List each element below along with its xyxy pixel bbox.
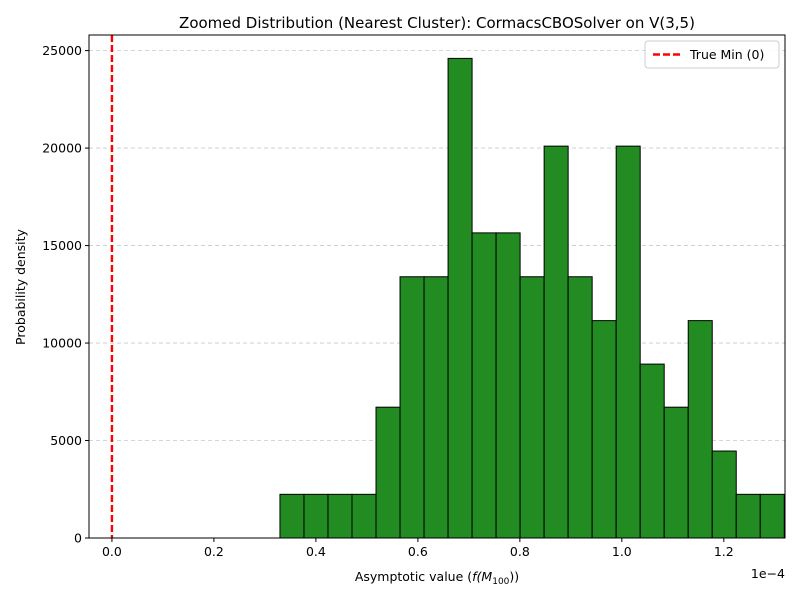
histogram-bar [711,450,737,539]
histogram-bars [279,57,785,539]
x-axis-label: Asymptotic value (f(M100)) [355,569,519,587]
x-tick-label: 0.6 [408,544,428,559]
x-axis-label-prefix: Asymptotic value ( [355,569,472,584]
x-tick-label: 0.8 [510,544,530,559]
legend: True Min (0) [644,40,780,69]
y-tick-label: 15000 [42,238,82,253]
x-axis-offset-label: 1e−4 [751,566,785,581]
x-tick-label: 0.4 [306,544,326,559]
y-tick-label: 20000 [42,141,82,156]
histogram-bar [687,320,713,539]
histogram-bar [663,406,689,539]
y-axis-label: Probability density [13,228,28,344]
histogram-bar [615,145,641,539]
x-axis-label-suffix: )) [509,569,519,584]
x-axis-label-subscript: 100 [492,577,509,587]
legend-label-true-min: True Min (0) [689,47,764,62]
histogram-bar [495,232,521,539]
histogram-bar [327,493,353,539]
chart-title: Zoomed Distribution (Nearest Cluster): C… [179,14,695,32]
y-axis-ticks: 0 5000 10000 15000 20000 25000 [42,43,89,546]
x-tick-label: 1.2 [714,544,734,559]
x-tick-label: 0.2 [204,544,224,559]
plot-frame [88,34,786,539]
histogram-bar [471,232,497,539]
x-tick-label: 1.0 [612,544,632,559]
histogram-bar [543,145,569,539]
x-tick-label: 0.0 [102,544,122,559]
histogram-bar [423,276,449,539]
y-tick-label: 25000 [42,43,82,58]
y-tick-label: 5000 [50,433,82,448]
histogram-bar [639,363,665,539]
histogram-bar [399,276,425,539]
histogram-bar [351,493,377,539]
histogram-bar [303,493,329,539]
y-tick-label: 0 [74,531,82,546]
histogram-bar [567,276,593,539]
x-axis-label-math: f(M [472,569,492,584]
y-tick-label: 10000 [42,336,82,351]
histogram-bar [735,493,761,539]
histogram-bar [447,57,473,539]
histogram-bar [375,406,401,539]
x-axis-ticks: 0.0 0.2 0.4 0.6 0.8 1.0 1.2 [102,538,734,559]
histogram-bar [759,493,785,539]
histogram-bar [591,320,617,539]
histogram-bar [279,493,305,539]
histogram-bar [519,276,545,539]
